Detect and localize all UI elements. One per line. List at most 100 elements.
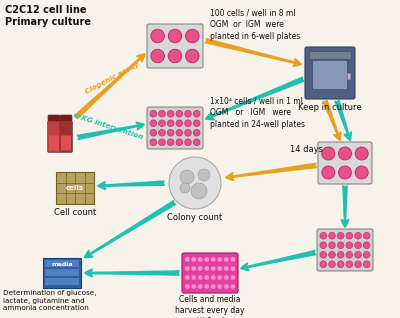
Circle shape (337, 261, 344, 268)
Circle shape (168, 29, 182, 43)
Text: 14 days: 14 days (290, 145, 324, 154)
Circle shape (346, 251, 353, 258)
Circle shape (150, 129, 157, 136)
Circle shape (337, 251, 344, 258)
Circle shape (185, 129, 191, 136)
FancyBboxPatch shape (312, 60, 348, 90)
FancyBboxPatch shape (49, 135, 59, 150)
Circle shape (338, 166, 352, 179)
Circle shape (204, 266, 209, 271)
Circle shape (337, 242, 344, 249)
FancyBboxPatch shape (182, 253, 238, 293)
Circle shape (204, 275, 209, 280)
FancyBboxPatch shape (48, 115, 60, 124)
Bar (43, 258, 81, 288)
Circle shape (320, 242, 327, 249)
Circle shape (320, 251, 327, 258)
Circle shape (159, 139, 165, 146)
Bar (56, 172, 94, 204)
Circle shape (185, 139, 191, 146)
Circle shape (150, 110, 157, 117)
Circle shape (322, 147, 335, 160)
Circle shape (204, 257, 209, 262)
Circle shape (198, 266, 203, 271)
Text: Clogenic assay: Clogenic assay (84, 61, 140, 95)
Circle shape (186, 49, 199, 63)
Circle shape (224, 266, 229, 271)
Circle shape (185, 257, 190, 262)
Circle shape (329, 242, 335, 249)
Circle shape (151, 49, 164, 63)
Circle shape (193, 129, 200, 136)
Circle shape (355, 261, 361, 268)
Circle shape (150, 139, 157, 146)
Circle shape (329, 261, 335, 268)
Circle shape (363, 261, 370, 268)
Circle shape (355, 251, 361, 258)
Circle shape (185, 275, 190, 280)
Circle shape (363, 232, 370, 239)
Circle shape (198, 275, 203, 280)
Text: Keep in culture: Keep in culture (298, 103, 362, 112)
Circle shape (185, 266, 190, 271)
Circle shape (176, 129, 183, 136)
Circle shape (186, 29, 199, 43)
Circle shape (159, 129, 165, 136)
FancyBboxPatch shape (61, 135, 71, 150)
Circle shape (211, 284, 216, 289)
Circle shape (224, 284, 229, 289)
Circle shape (159, 120, 165, 127)
Circle shape (320, 232, 327, 239)
Circle shape (191, 257, 196, 262)
Circle shape (355, 232, 361, 239)
Circle shape (211, 257, 216, 262)
Circle shape (169, 157, 221, 209)
Circle shape (320, 261, 327, 268)
Text: cells: cells (66, 185, 84, 191)
Circle shape (230, 257, 235, 262)
Circle shape (191, 275, 196, 280)
Circle shape (180, 170, 194, 184)
Circle shape (217, 266, 222, 271)
Circle shape (191, 266, 196, 271)
Circle shape (191, 183, 207, 199)
Text: 100 cells / well in 8 ml
OGM  or  IGM  were
planted in 6-well plates: 100 cells / well in 8 ml OGM or IGM were… (210, 8, 300, 41)
Circle shape (167, 110, 174, 117)
Circle shape (185, 284, 190, 289)
Circle shape (217, 257, 222, 262)
FancyBboxPatch shape (147, 107, 203, 149)
Circle shape (230, 284, 235, 289)
Circle shape (167, 129, 174, 136)
Circle shape (167, 120, 174, 127)
Circle shape (198, 257, 203, 262)
Text: C2C12 cell line
Primary culture: C2C12 cell line Primary culture (5, 5, 91, 27)
Circle shape (346, 242, 353, 249)
Circle shape (346, 232, 353, 239)
Circle shape (168, 49, 182, 63)
Circle shape (346, 261, 353, 268)
Circle shape (355, 166, 368, 179)
Circle shape (224, 275, 229, 280)
Circle shape (176, 110, 183, 117)
Bar (309, 51, 351, 59)
FancyBboxPatch shape (305, 47, 355, 99)
FancyBboxPatch shape (318, 142, 372, 184)
Bar (45, 278, 79, 285)
Text: Colony count: Colony count (167, 213, 223, 222)
Circle shape (211, 275, 216, 280)
Circle shape (198, 284, 203, 289)
Circle shape (198, 169, 210, 181)
Circle shape (355, 242, 361, 249)
Text: Determination of glucose,
lactate, glutamine and
ammonia concentration: Determination of glucose, lactate, gluta… (3, 290, 96, 311)
FancyBboxPatch shape (147, 24, 203, 68)
Bar (347, 73, 350, 79)
Bar (45, 260, 79, 267)
Circle shape (151, 29, 164, 43)
Circle shape (191, 284, 196, 289)
Circle shape (150, 120, 157, 127)
Circle shape (185, 110, 191, 117)
Circle shape (176, 120, 183, 127)
Circle shape (204, 284, 209, 289)
Text: Cells and media
harvest every day
until 8ᵗʰ day: Cells and media harvest every day until … (175, 295, 245, 318)
Circle shape (329, 251, 335, 258)
